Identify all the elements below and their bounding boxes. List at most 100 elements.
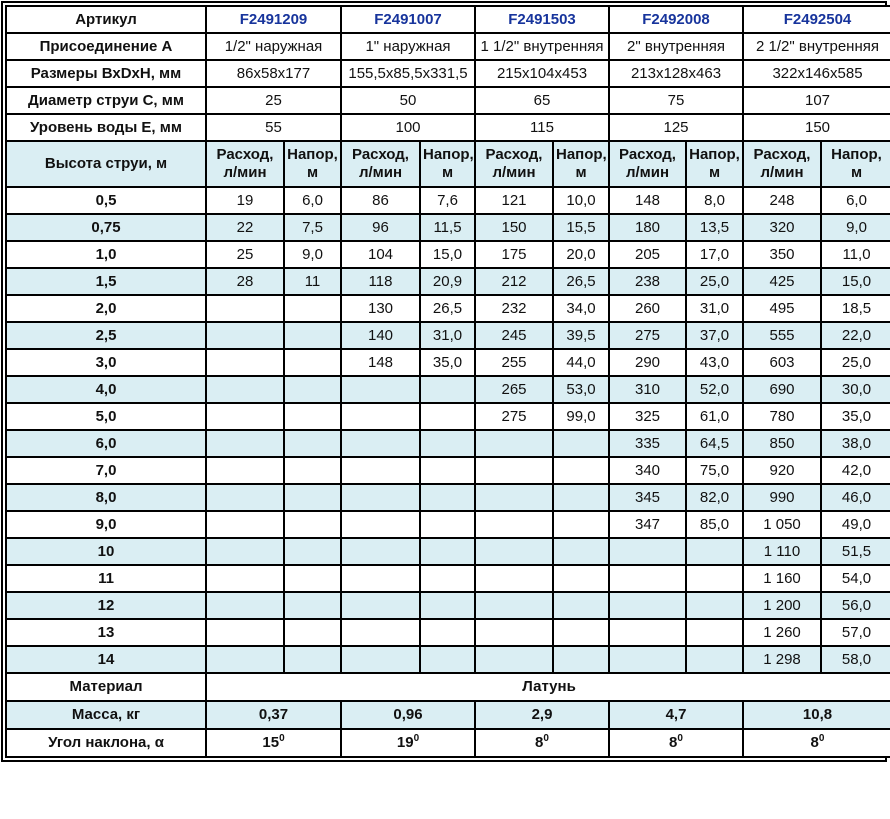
head-value	[552, 645, 610, 674]
flow-value: 118	[340, 267, 421, 296]
head-value: 42,0	[820, 456, 890, 485]
flow-value	[474, 510, 554, 539]
flow-value: 25	[205, 240, 285, 269]
head-value	[552, 510, 610, 539]
jet-height-value: 1,5	[5, 267, 207, 296]
jet-height-value: 2,5	[5, 321, 207, 350]
jet-row: 4,0 265 53,0 310 52,0 690 30,0	[5, 375, 890, 404]
jet-height-value: 12	[5, 591, 207, 620]
head-value	[419, 591, 476, 620]
head-value: 25,0	[685, 267, 744, 296]
flow-value	[205, 429, 285, 458]
spec-value: 215х104х453	[474, 59, 610, 88]
head-value	[283, 294, 342, 323]
flow-value: 121	[474, 186, 554, 215]
spec-value: 1" наружная	[340, 32, 476, 61]
article-number: F2491007	[340, 5, 476, 34]
angle-value: 80	[608, 728, 744, 758]
head-value: 38,0	[820, 429, 890, 458]
flow-value	[340, 564, 421, 593]
head-value	[552, 483, 610, 512]
spec-value: 50	[340, 86, 476, 115]
spec-value: 155,5х85,5х331,5	[340, 59, 476, 88]
head-value: 20,9	[419, 267, 476, 296]
flow-value	[205, 564, 285, 593]
flow-value: 86	[340, 186, 421, 215]
head-value: 15,0	[820, 267, 890, 296]
jet-row: 10 1 110 51,5	[5, 537, 890, 566]
flow-value	[205, 402, 285, 431]
jet-height-value: 2,0	[5, 294, 207, 323]
jet-row: 7,0 340 75,0 920 42,0	[5, 456, 890, 485]
angle-value: 80	[742, 728, 890, 758]
jet-row: 6,0 335 64,5 850 38,0	[5, 429, 890, 458]
spec-row: Уровень воды Е, мм 55 100 115 125 150	[5, 113, 890, 142]
flow-value	[205, 618, 285, 647]
degree-superscript: 0	[279, 733, 285, 744]
flow-value	[608, 591, 687, 620]
jet-height-value: 11	[5, 564, 207, 593]
flow-value	[205, 348, 285, 377]
head-value: 52,0	[685, 375, 744, 404]
head-value	[685, 591, 744, 620]
head-value: 75,0	[685, 456, 744, 485]
spec-value: 213х128х463	[608, 59, 744, 88]
flow-value	[474, 537, 554, 566]
head-value	[283, 321, 342, 350]
head-value	[283, 645, 342, 674]
head-value	[419, 375, 476, 404]
jet-height-value: 0,75	[5, 213, 207, 242]
head-column-header: Напор, м	[820, 140, 890, 188]
jet-row: 2,5 140 31,0 245 39,5 275 37,0 555 22,0	[5, 321, 890, 350]
flow-value: 920	[742, 456, 822, 485]
head-value: 61,0	[685, 402, 744, 431]
mass-value: 0,37	[205, 700, 342, 730]
flow-value	[474, 591, 554, 620]
head-column-header: Напор, м	[552, 140, 610, 188]
head-value: 7,5	[283, 213, 342, 242]
flow-value: 495	[742, 294, 822, 323]
flow-column-header: Расход, л/мин	[742, 140, 822, 188]
flow-value: 780	[742, 402, 822, 431]
jet-height-value: 14	[5, 645, 207, 674]
spec-value: 75	[608, 86, 744, 115]
head-value: 26,5	[552, 267, 610, 296]
flow-value	[205, 537, 285, 566]
head-column-header: Напор, м	[419, 140, 476, 188]
head-value: 56,0	[820, 591, 890, 620]
head-value: 18,5	[820, 294, 890, 323]
head-value: 49,0	[820, 510, 890, 539]
spec-row: Диаметр струи С, мм 25 50 65 75 107	[5, 86, 890, 115]
jet-row: 1,5 28 11 118 20,9 212 26,5 238 25,0 425 15,0	[5, 267, 890, 296]
head-value	[419, 402, 476, 431]
flow-column-header: Расход, л/мин	[205, 140, 285, 188]
jet-height-value: 9,0	[5, 510, 207, 539]
head-value: 25,0	[820, 348, 890, 377]
head-value: 13,5	[685, 213, 744, 242]
head-value	[283, 456, 342, 485]
flow-value	[205, 510, 285, 539]
head-value: 9,0	[283, 240, 342, 269]
flow-value	[474, 564, 554, 593]
spec-row: Артикул F2491209 F2491007 F2491503 F2492008 F…	[5, 5, 890, 34]
spec-table-frame: Артикул F2491209 F2491007 F2491503 F2492008 F…	[1, 1, 890, 762]
flow-value: 555	[742, 321, 822, 350]
head-value	[283, 591, 342, 620]
head-value: 35,0	[820, 402, 890, 431]
jet-height-value: 10	[5, 537, 207, 566]
spec-value: 2 1/2" внутренняя	[742, 32, 890, 61]
head-column-header: Напор, м	[685, 140, 744, 188]
head-value	[283, 483, 342, 512]
angle-value: 190	[340, 728, 476, 758]
flow-value	[608, 618, 687, 647]
spec-value: 1 1/2" внутренняя	[474, 32, 610, 61]
jet-height-value: 3,0	[5, 348, 207, 377]
spec-value: 65	[474, 86, 610, 115]
jet-height-value: 0,5	[5, 186, 207, 215]
article-number: F2492504	[742, 5, 890, 34]
spec-value: 322х146х585	[742, 59, 890, 88]
flow-value	[340, 645, 421, 674]
spec-value: 1/2" наружная	[205, 32, 342, 61]
head-value	[552, 618, 610, 647]
head-value: 6,0	[283, 186, 342, 215]
